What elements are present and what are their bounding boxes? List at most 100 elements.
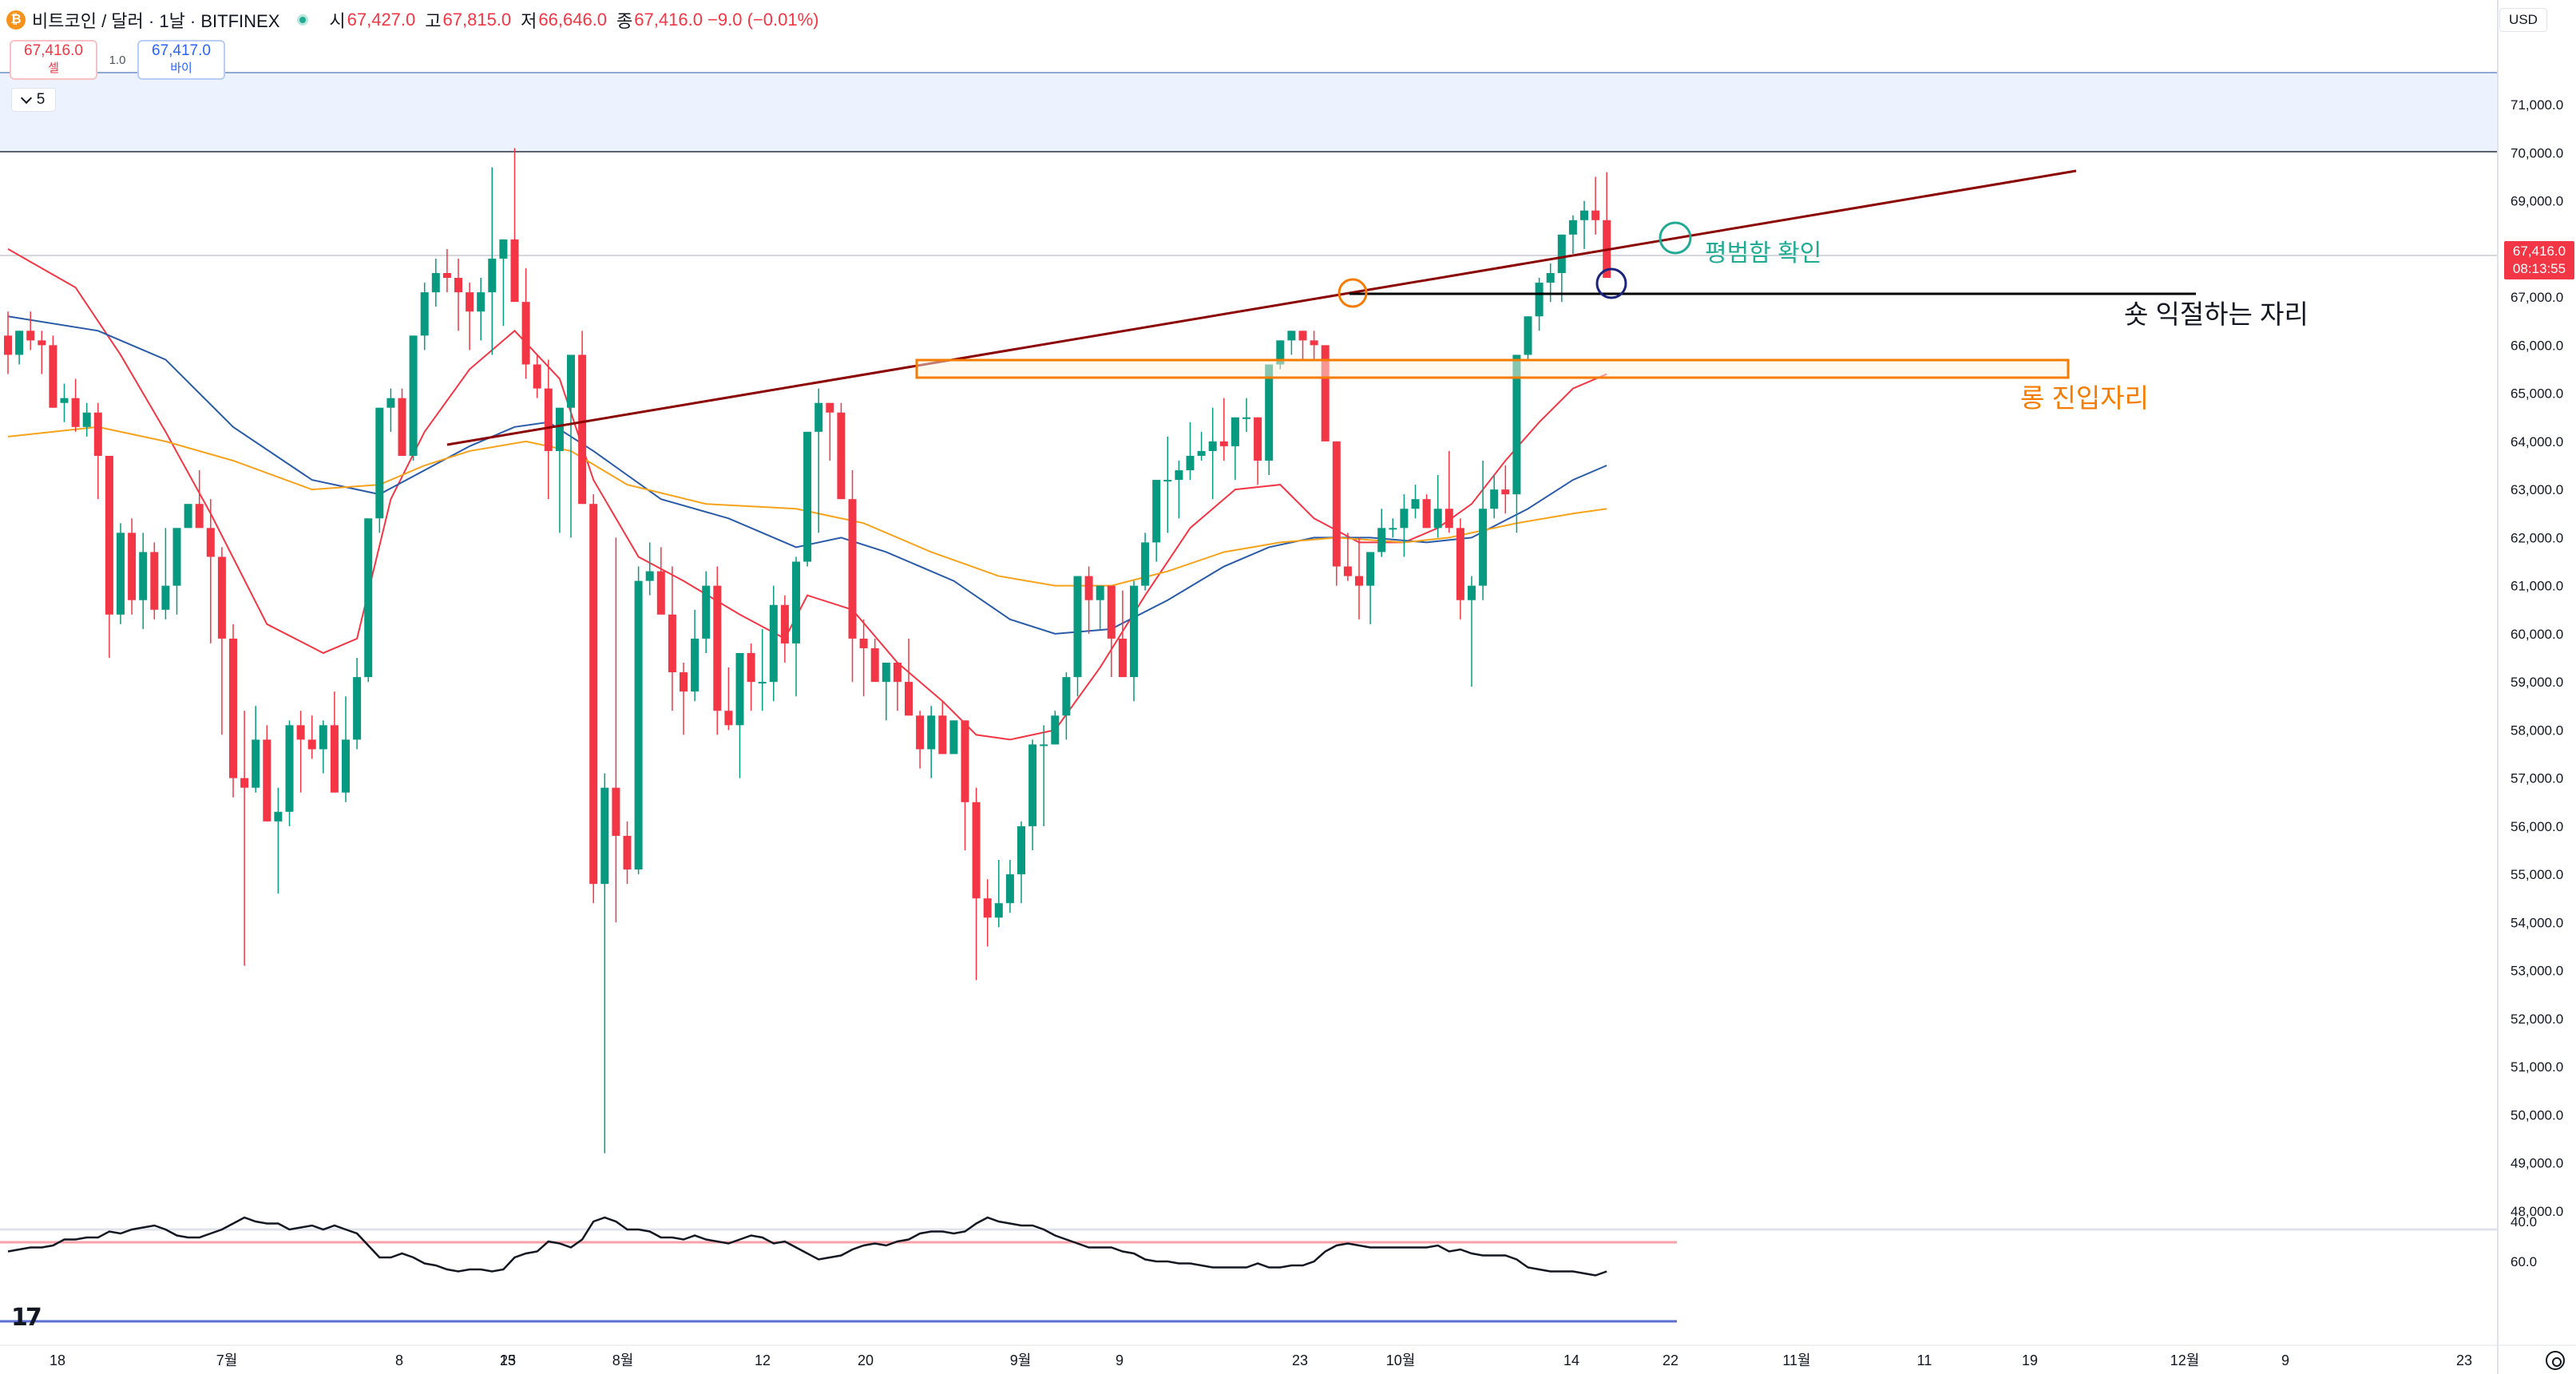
price-axis-label: 55,000.0 (2511, 867, 2563, 882)
time-axis-label: 9 (2281, 1352, 2289, 1368)
time-axis-label: 9월 (1010, 1352, 1032, 1368)
candle (38, 331, 46, 374)
candle (252, 706, 260, 793)
candle (724, 667, 733, 731)
candle (296, 711, 305, 793)
candle (285, 720, 294, 826)
last-price-tag: 67,416.0 08:13:55 (2504, 241, 2574, 279)
time-axis-label: 9 (1116, 1352, 1124, 1368)
candle (93, 402, 102, 500)
candle (713, 566, 722, 735)
candle (983, 879, 992, 947)
candle (769, 585, 778, 702)
sell-button[interactable]: 67,416.0 셀 (10, 40, 97, 80)
candle (364, 518, 373, 683)
buy-button[interactable]: 67,417.0 바이 (137, 40, 225, 80)
candle (567, 354, 575, 538)
candle (161, 528, 170, 620)
blue-circle-marker[interactable] (1595, 267, 1627, 299)
rsi-axis[interactable]: 60.0 40.0 (2511, 1214, 2537, 1269)
candle (1433, 475, 1442, 538)
candle (442, 248, 451, 293)
price-axis-label: 54,000.0 (2511, 915, 2563, 930)
market-status-icon (297, 14, 309, 26)
candle (1535, 278, 1544, 331)
time-axis-label: 23 (500, 1352, 516, 1368)
buy-price: 67,417.0 (152, 42, 211, 59)
candle (1298, 331, 1307, 360)
price-axis-label: 64,000.0 (2511, 434, 2563, 449)
candle (792, 556, 800, 697)
candle (961, 720, 969, 850)
symbol-header: ₿ 비트코인 / 달러 · 1날 · BITFINEX 시 67,427.0 고… (6, 8, 828, 32)
trade-panel: 67,416.0 셀 1.0 67,417.0 바이 (10, 40, 225, 80)
candle (916, 711, 925, 769)
candle (420, 283, 429, 350)
candle (1096, 585, 1104, 629)
candle (578, 331, 587, 505)
candle (195, 470, 204, 529)
candle (1118, 590, 1127, 678)
candle (949, 720, 958, 754)
candle (623, 821, 632, 885)
price-axis-label: 65,000.0 (2511, 386, 2563, 402)
candle (1073, 576, 1082, 697)
candle (1512, 354, 1521, 533)
candle (1265, 364, 1274, 476)
candle (1152, 480, 1161, 562)
candle (1366, 552, 1375, 624)
chevron-down-icon (20, 92, 32, 104)
candle (499, 239, 508, 327)
candle (330, 691, 339, 793)
candle (927, 706, 936, 778)
orange-circle-marker[interactable] (1338, 278, 1368, 308)
tradingview-logo[interactable]: 17 (11, 1304, 42, 1332)
candle (1332, 441, 1341, 586)
candle (184, 504, 192, 529)
price-axis-label: 56,000.0 (2511, 819, 2563, 834)
bitcoin-icon: ₿ (6, 10, 26, 30)
candle (972, 787, 981, 980)
green-circle-marker[interactable] (1659, 221, 1692, 255)
candle (1017, 821, 1025, 904)
candle (1084, 566, 1093, 634)
candle (105, 455, 113, 658)
candle (848, 470, 857, 683)
candle (893, 663, 902, 711)
candle (1254, 417, 1262, 485)
candle (172, 528, 181, 615)
ascending-trendline[interactable] (446, 169, 2077, 446)
symbol-title[interactable]: 비트코인 / 달러 · 1날 · BITFINEX (32, 11, 280, 31)
time-axis-label: 18 (50, 1352, 65, 1368)
indicator-count: 5 (36, 91, 46, 108)
candle (1557, 234, 1566, 303)
candle (431, 258, 440, 307)
candle (645, 542, 654, 596)
candle (1389, 518, 1397, 538)
candle (1580, 200, 1588, 249)
time-axis-label: 23 (1292, 1352, 1308, 1368)
indicators-toggle-button[interactable]: 5 (11, 88, 56, 112)
gear-icon[interactable] (2546, 1351, 2565, 1370)
price-axis-label: 67,000.0 (2511, 290, 2563, 305)
candle (49, 335, 57, 408)
candle (229, 624, 237, 798)
candle (1208, 407, 1217, 500)
candle (1445, 450, 1453, 533)
time-axis-label: 11월 (1782, 1352, 1810, 1368)
currency-button[interactable]: USD (2499, 8, 2547, 32)
candle (1062, 672, 1071, 740)
long-entry-zone[interactable] (915, 358, 2070, 379)
price-axis-label: 69,000.0 (2511, 194, 2563, 209)
ohlc-close-label: 종 (616, 11, 633, 31)
last-price-value: 67,416.0 (2512, 244, 2566, 259)
bar-countdown: 08:13:55 (2512, 261, 2566, 276)
short-tp-annotation: 숏 익절하는 자리 (2124, 299, 2308, 329)
candle (870, 638, 879, 683)
time-axis-label: 8월 (612, 1352, 634, 1368)
candle (1107, 585, 1116, 678)
candle (488, 167, 497, 355)
candle (342, 696, 350, 802)
